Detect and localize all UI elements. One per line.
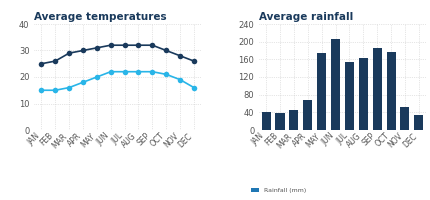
Bar <box>276 113 285 130</box>
Bar <box>387 52 396 130</box>
Bar <box>373 48 382 130</box>
Bar <box>289 110 298 130</box>
Bar <box>359 58 368 130</box>
Bar <box>303 100 312 130</box>
Bar <box>400 107 409 130</box>
Bar <box>345 62 354 130</box>
Text: Average temperatures: Average temperatures <box>34 12 167 22</box>
Legend: Rainfall (mm): Rainfall (mm) <box>249 185 309 196</box>
Bar <box>331 39 340 130</box>
Bar <box>414 115 423 130</box>
Text: Average rainfall: Average rainfall <box>259 12 353 22</box>
Bar <box>261 112 270 130</box>
Bar <box>317 53 326 130</box>
